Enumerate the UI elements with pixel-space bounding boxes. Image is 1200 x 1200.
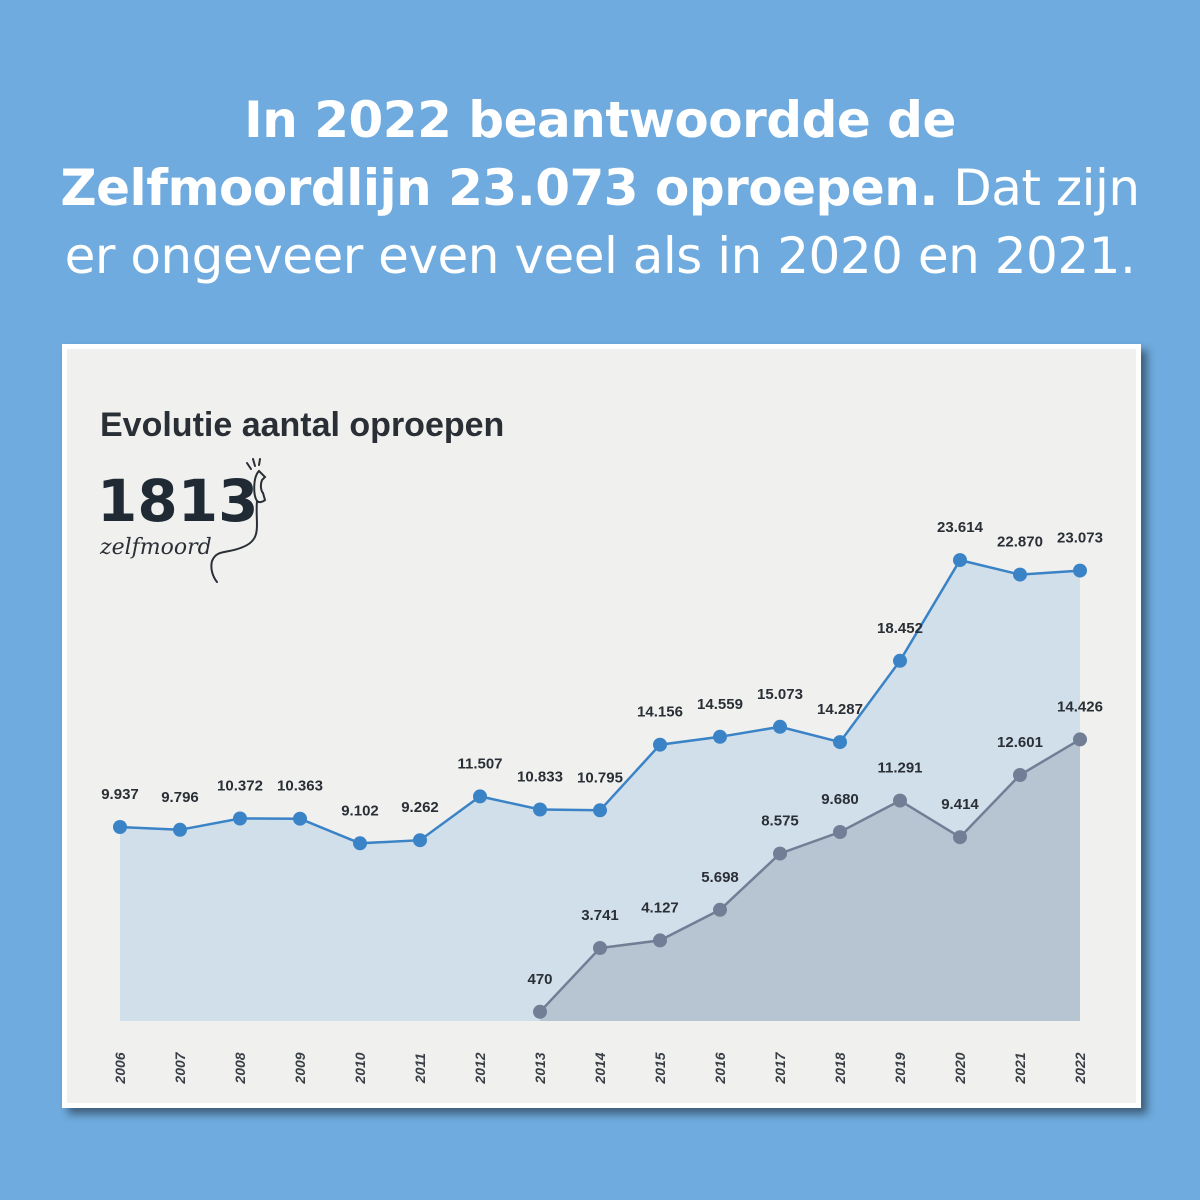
series-1-point-2021 (1013, 567, 1027, 582)
series-1-point-2006 (113, 820, 127, 834)
logo-number: 1813 (97, 467, 258, 535)
x-tick-2009: 2009 (292, 1052, 308, 1084)
x-tick-2016: 2016 (712, 1052, 728, 1084)
x-tick-2017: 2017 (772, 1051, 788, 1084)
series-2-point-2018 (833, 825, 847, 839)
series-1-label-2021: 22.870 (997, 534, 1043, 551)
series-1-point-2018 (833, 735, 847, 750)
series-1-label-2011: 9.262 (401, 799, 439, 816)
series-2-point-2014 (593, 941, 607, 955)
series-1-label-2014: 10.795 (577, 769, 623, 786)
logo: 1813 zelfmoord (97, 458, 267, 583)
x-tick-2021: 2021 (1012, 1052, 1028, 1084)
series-1-label-2009: 10.363 (277, 778, 323, 795)
series-1-label-2015: 14.156 (637, 704, 683, 721)
x-tick-2020: 2020 (952, 1052, 968, 1084)
series-1-label-2008: 10.372 (217, 778, 263, 795)
logo-word: zelfmoord (99, 535, 212, 560)
series-1-label-2012: 11.507 (457, 755, 502, 772)
headline: In 2022 beantwoordde de Zelfmoordlijn 23… (60, 86, 1140, 290)
series-1-label-2010: 9.102 (341, 802, 379, 819)
series-2-label-2016: 5.698 (701, 869, 739, 886)
x-tick-2019: 2019 (892, 1052, 908, 1084)
series-2-point-2017 (773, 846, 787, 861)
x-tick-2008: 2008 (232, 1052, 248, 1084)
x-tick-2015: 2015 (652, 1052, 668, 1084)
x-tick-2014: 2014 (592, 1052, 608, 1084)
series-1-label-2022: 23.073 (1057, 530, 1103, 547)
series-2-label-2015: 4.127 (641, 899, 679, 916)
x-tick-2018: 2018 (832, 1052, 848, 1084)
series-1-point-2010 (353, 836, 367, 851)
series-1-point-2017 (773, 719, 787, 734)
series-2-point-2015 (653, 933, 667, 948)
headline-light: Dat zijn er ongeveer even veel als in 20… (64, 159, 1140, 285)
x-tick-2022: 2022 (1072, 1052, 1088, 1084)
x-tick-2011: 2011 (412, 1053, 428, 1084)
series-2-label-2013: 470 (527, 971, 552, 988)
series-1-point-2007 (173, 822, 187, 837)
series-1-label-2013: 10.833 (517, 769, 563, 786)
series-1-label-2020: 23.614 (937, 519, 984, 536)
series-2-point-2022 (1073, 732, 1087, 747)
series-1-label-2019: 18.452 (877, 620, 923, 637)
series-1-point-2019 (893, 653, 907, 668)
series-1-label-2007: 9.796 (161, 789, 199, 806)
series-1-label-2016: 14.559 (697, 696, 743, 713)
series-1-point-2015 (653, 737, 667, 752)
series-1-label-2018: 14.287 (817, 701, 863, 718)
series-2-label-2017: 8.575 (761, 813, 799, 830)
series-2-point-2019 (893, 793, 907, 808)
series-1-point-2008 (233, 811, 247, 826)
x-axis-tick-labels: 2006 2007 2008 2009 2010 2011 2012 2013 2014 2015… (112, 1051, 1088, 1084)
series-2-point-2021 (1013, 768, 1027, 782)
series-1-point-2012 (473, 789, 487, 804)
series-points (113, 553, 1087, 1019)
x-tick-2013: 2013 (532, 1052, 548, 1084)
x-tick-2010: 2010 (352, 1052, 368, 1084)
phone-handset-icon (210, 458, 267, 583)
data-labels: 9.937 9.796 10.372 10.363 9.102 9.262 11.507 10… (101, 519, 1103, 988)
chart-title: Evolutie aantal oproepen (100, 406, 504, 444)
series-1-point-2022 (1073, 563, 1087, 578)
series-2-label-2022: 14.426 (1057, 698, 1103, 715)
series-1-point-2020 (953, 553, 967, 568)
x-tick-2007: 2007 (172, 1051, 188, 1084)
series-1-label-2017: 15.073 (757, 686, 803, 703)
series-2-point-2020 (953, 830, 967, 845)
x-tick-2006: 2006 (112, 1052, 128, 1084)
series-1-point-2014 (593, 803, 607, 818)
series-2-point-2013 (533, 1004, 547, 1019)
headline-bold: In 2022 beantwoordde de Zelfmoordlijn 23… (60, 91, 956, 217)
series-2-label-2021: 12.601 (997, 734, 1043, 751)
chart-card: Evolutie aantal oproepen 1813 zelfmoord … (62, 344, 1141, 1108)
series-1-point-2013 (533, 802, 547, 817)
series-1-point-2009 (293, 811, 307, 826)
series-2-label-2019: 11.291 (877, 760, 922, 777)
series-2-label-2020: 9.414 (941, 796, 979, 813)
series-1-label-2006: 9.937 (101, 786, 139, 803)
series-2-label-2018: 9.680 (821, 791, 859, 808)
series-2-label-2014: 3.741 (581, 907, 619, 924)
series-areas (120, 560, 1080, 1021)
line-area-chart: Evolutie aantal oproepen 1813 zelfmoord … (97, 406, 1103, 1085)
series-1-point-2016 (713, 729, 727, 744)
series-2-line (539, 738, 1081, 1013)
series-2-point-2016 (713, 902, 727, 917)
series-2-area (540, 739, 1080, 1021)
series-1-point-2011 (413, 833, 427, 848)
x-tick-2012: 2012 (472, 1052, 488, 1084)
